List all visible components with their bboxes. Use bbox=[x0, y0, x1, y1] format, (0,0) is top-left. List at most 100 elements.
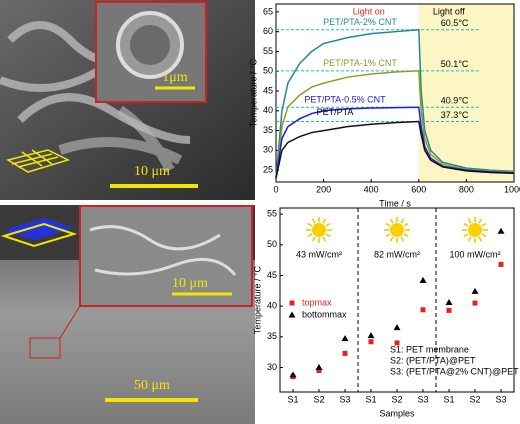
y-tick-label: 60 bbox=[263, 26, 273, 36]
y-tick-label: 45 bbox=[267, 270, 277, 280]
marker-triangle bbox=[471, 287, 479, 294]
sun-ray bbox=[389, 236, 394, 242]
note: S2: (PET/PTA)@PET bbox=[390, 355, 476, 365]
y-tick-label: 35 bbox=[267, 331, 277, 341]
x-tick-label: S2 bbox=[313, 394, 324, 404]
legend-label: topmax bbox=[302, 297, 332, 307]
sun-ray bbox=[400, 236, 405, 242]
x-tick-label: S1 bbox=[287, 394, 298, 404]
x-tick-label: S3 bbox=[495, 394, 506, 404]
sun-ray bbox=[481, 233, 487, 238]
group-label: 43 mW/cm² bbox=[296, 249, 342, 259]
x-tick-label: S1 bbox=[365, 394, 376, 404]
sun-ray bbox=[481, 222, 487, 227]
sun-ray bbox=[467, 218, 472, 224]
group-label: 100 mW/cm² bbox=[449, 249, 500, 259]
marker-square bbox=[420, 307, 426, 313]
sun-ray bbox=[311, 218, 316, 224]
peak-label: 40.9°C bbox=[441, 96, 469, 106]
sem-image-top: 1μm 10 μm bbox=[0, 0, 255, 200]
sun-disc bbox=[390, 223, 404, 237]
x-tick-label: S1 bbox=[443, 394, 454, 404]
sun-ray bbox=[467, 236, 472, 242]
sun-ray bbox=[478, 236, 483, 242]
y-axis-label: Temperature / °C bbox=[248, 58, 258, 127]
y-tick-label: 30 bbox=[263, 145, 273, 155]
marker-square bbox=[446, 307, 452, 313]
marker-square bbox=[394, 340, 400, 346]
peak-label: 60.5°C bbox=[441, 18, 469, 28]
y-tick-label: 30 bbox=[267, 362, 277, 372]
marker-square bbox=[498, 261, 504, 267]
sun-ray bbox=[311, 236, 316, 242]
series-line bbox=[275, 120, 515, 179]
marker-triangle bbox=[315, 363, 323, 370]
series-label: PET/PTA-0.5% CNT bbox=[304, 95, 386, 105]
chart-heating: 0 200 400 600 800 1000 25 30 35 40 45 50 55 60 65 Time … bbox=[248, 3, 520, 208]
y-tick-label: 55 bbox=[263, 46, 273, 56]
x-axis-label: Time / s bbox=[379, 198, 411, 208]
sun-ray bbox=[322, 236, 327, 242]
x-tick-label: S2 bbox=[469, 394, 480, 404]
plot-frame bbox=[275, 3, 515, 183]
marker-square bbox=[472, 300, 478, 306]
series-label: PET/PTA-1% CNT bbox=[323, 58, 397, 68]
marker-square bbox=[342, 350, 348, 356]
sun-disc bbox=[312, 223, 326, 237]
annotation: Light on bbox=[353, 6, 385, 16]
series-label: PET/PTA-2% CNT bbox=[323, 17, 397, 27]
marker-square bbox=[289, 300, 295, 306]
peak-label: 50.1°C bbox=[441, 59, 469, 69]
x-tick-label: 1000 bbox=[504, 184, 520, 194]
sun-ray bbox=[463, 233, 469, 238]
marker-triangle bbox=[341, 335, 349, 342]
sun-ray bbox=[385, 222, 391, 227]
sun-ray bbox=[389, 218, 394, 224]
y-tick-label: 40 bbox=[263, 105, 273, 115]
y-axis-label: Temperature / °C bbox=[252, 265, 262, 334]
light-off-region bbox=[418, 4, 514, 182]
marker-square bbox=[316, 368, 322, 374]
marker-triangle bbox=[289, 371, 297, 378]
marker-triangle bbox=[419, 276, 427, 283]
marker-triangle bbox=[393, 324, 401, 331]
sun-ray bbox=[478, 218, 483, 224]
sun-icon bbox=[384, 217, 410, 243]
x-tick-label: S3 bbox=[417, 394, 428, 404]
series-line bbox=[275, 106, 515, 179]
x-tick-label: 400 bbox=[364, 184, 379, 194]
marker-square bbox=[368, 339, 374, 345]
x-tick-label: S3 bbox=[339, 394, 350, 404]
sun-ray bbox=[463, 222, 469, 227]
series-label: PET/PTA bbox=[317, 107, 354, 117]
y-tick-label: 50 bbox=[263, 66, 273, 76]
marker-triangle bbox=[497, 227, 505, 234]
series-line bbox=[275, 70, 515, 179]
sun-ray bbox=[403, 222, 409, 227]
sem-image-bottom: 10 μm 50 μm bbox=[0, 205, 255, 424]
x-tick-label: 0 bbox=[273, 184, 278, 194]
y-tick-label: 45 bbox=[263, 85, 273, 95]
scale-bar-label: 10 μm bbox=[172, 276, 208, 291]
marker-triangle bbox=[445, 298, 453, 305]
marker-triangle bbox=[288, 311, 296, 318]
series-line bbox=[275, 28, 515, 179]
group-label: 82 mW/cm² bbox=[374, 249, 420, 259]
x-tick-label: S2 bbox=[391, 394, 402, 404]
y-tick-label: 35 bbox=[263, 125, 273, 135]
sun-disc bbox=[468, 223, 482, 237]
legend-label: bottommax bbox=[302, 309, 347, 319]
y-tick-label: 65 bbox=[263, 6, 273, 16]
y-tick-label: 55 bbox=[267, 209, 277, 219]
annotation: Light off bbox=[433, 6, 465, 16]
chart-samples: 30 35 40 45 50 55 Samples Temperature / °C S1 S2 S… bbox=[252, 207, 519, 418]
sun-icon bbox=[306, 217, 332, 243]
scale-bar-label: 10 μm bbox=[134, 164, 170, 179]
x-axis-label: Samples bbox=[379, 408, 415, 418]
x-tick-label: 200 bbox=[316, 184, 331, 194]
x-tick-label: 800 bbox=[459, 184, 474, 194]
y-tick-label: 40 bbox=[267, 301, 277, 311]
y-tick-label: 50 bbox=[267, 239, 277, 249]
sun-ray bbox=[385, 233, 391, 238]
